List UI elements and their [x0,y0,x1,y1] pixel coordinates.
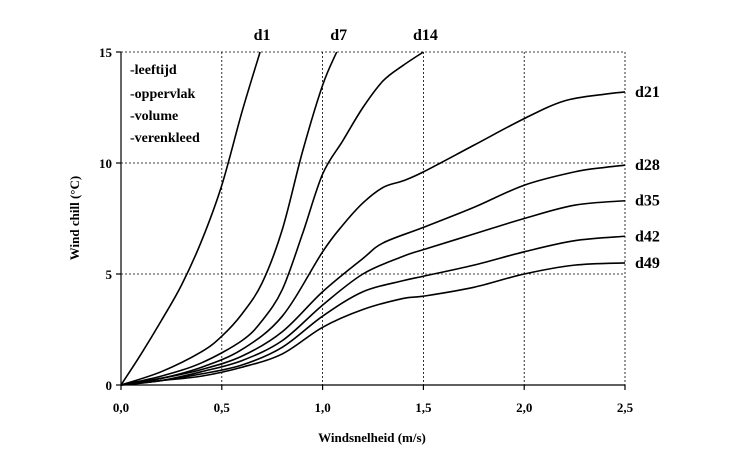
series-line-d49 [120,262,626,386]
axes [120,52,625,386]
series-line-d7 [120,51,338,386]
grid-lines [121,51,626,385]
series-lines [120,51,626,386]
legend-item-volume: -volume [130,109,178,124]
legend: -leeftijd -oppervlak -volume -verenkleed [130,63,200,146]
y-axis-title: Wind chill (°C) [67,176,82,260]
x-tick-label: 2,0 [516,400,532,415]
series-line-d42 [120,235,626,386]
series-label-d1: d1 [254,27,271,44]
y-tick-label: 10 [99,156,112,171]
series-label-d35: d35 [635,193,660,210]
tick-marks [116,51,626,390]
series-line-d14 [120,51,424,386]
y-tick-label: 0 [106,378,113,393]
x-tick-label: 0,5 [214,400,231,415]
x-axis-title: Windsnelheid (m/s) [318,430,426,445]
x-tick-label: 0,0 [113,400,129,415]
series-labels: d1 d7 d14 d21 d28 d35 d42 d49 [254,27,660,272]
y-tick-label: 5 [106,267,113,282]
tick-labels: 0,0 0,5 1,0 1,5 2,0 2,5 0 5 10 15 [99,45,634,415]
series-label-d14: d14 [413,27,438,44]
y-tick-label: 15 [99,45,113,60]
series-line-d1 [120,51,261,386]
series-label-d7: d7 [330,27,347,44]
series-label-d28: d28 [635,157,660,174]
legend-item-verenkleed: -verenkleed [130,131,200,146]
x-tick-label: 1,0 [314,400,330,415]
legend-item-oppervlak: -oppervlak [130,87,196,102]
series-label-d42: d42 [635,228,660,245]
series-label-d21: d21 [635,84,660,101]
x-tick-label: 2,5 [617,400,634,415]
x-tick-label: 1,5 [415,400,432,415]
legend-item-leeftijd: -leeftijd [130,63,177,78]
series-line-d21 [120,91,626,386]
series-label-d49: d49 [635,255,660,272]
series-line-d35 [120,199,626,386]
series-line-d28 [120,164,626,386]
